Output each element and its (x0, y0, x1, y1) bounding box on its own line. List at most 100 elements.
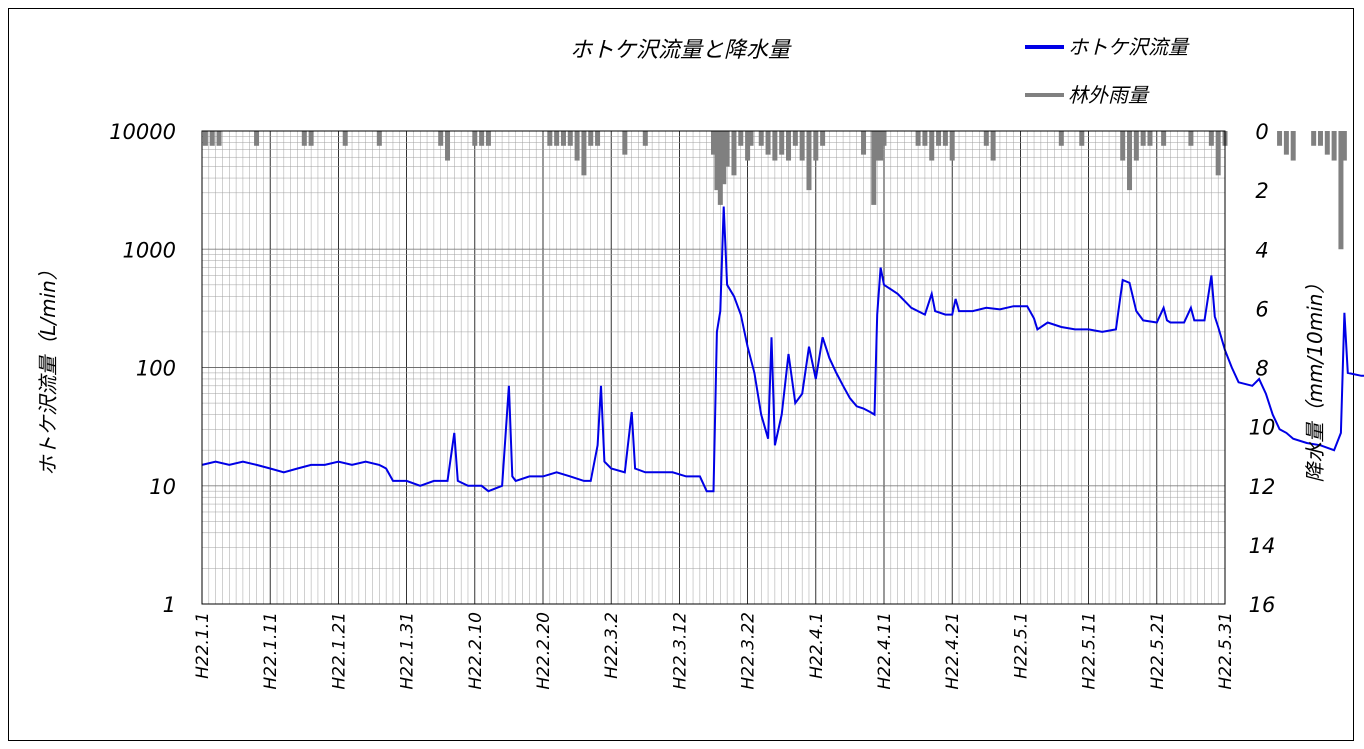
rain-bar (881, 131, 887, 146)
y-tick-label: 10 (149, 475, 176, 499)
x-tick-label: H22.1.11 (261, 612, 281, 690)
rain-bar (792, 131, 798, 146)
rain-bar (554, 131, 560, 146)
rain-bar (567, 131, 573, 146)
x-tick-label: H22.3.22 (739, 612, 759, 690)
x-tick-label: H22.4.11 (875, 612, 895, 690)
rain-bar (936, 131, 942, 146)
y2-tick-labels: 0 2 4 6 8 10 12 14 16 (1249, 120, 1276, 617)
y2-tick-label: 14 (1249, 534, 1276, 558)
rain-bar (1079, 131, 1085, 146)
x-tick-label: H22.2.10 (466, 612, 486, 690)
rain-bar (983, 131, 989, 146)
y-tick-label: 1000 (123, 238, 176, 262)
rain-bar (1188, 131, 1194, 146)
rain-bar (1290, 131, 1296, 161)
rain-bar (721, 131, 727, 185)
x-tick-label: H22.1.21 (329, 612, 349, 690)
rain-bar (1120, 131, 1126, 161)
rain-bar (1127, 131, 1133, 191)
y2-tick-label: 6 (1255, 297, 1268, 321)
rain-bar (588, 131, 594, 146)
rain-bar (813, 131, 819, 161)
y2-tick-label: 2 (1255, 179, 1268, 203)
rain-bar (1208, 131, 1214, 146)
y2-tick-label: 8 (1255, 357, 1268, 381)
y2-axis-label: 降水量（mm/10min） (1303, 274, 1327, 483)
x-tick-label: H22.5.31 (1216, 612, 1236, 690)
rain-bar (1215, 131, 1221, 176)
rain-bar (861, 131, 867, 155)
x-tick-label: H22.5.21 (1148, 612, 1168, 690)
y-tick-label: 100 (136, 357, 176, 381)
y2-tick-label: 12 (1249, 475, 1276, 499)
rain-bar (581, 131, 587, 176)
rain-bar (714, 131, 720, 191)
rain-bar (1140, 131, 1146, 146)
grid (202, 130, 1225, 605)
rain-bar (445, 131, 451, 161)
rain-bar (216, 131, 222, 146)
rain-bar (929, 131, 935, 161)
rain-bar (922, 131, 928, 146)
legend-flow-label: ホトケ沢流量 (1068, 35, 1190, 59)
flow-line (201, 206, 1364, 493)
x-tick-label: H22.4.21 (943, 612, 963, 690)
rain-bar (745, 131, 751, 161)
rain-bar (724, 131, 730, 167)
rain-bar (1161, 131, 1167, 146)
x-tick-labels: H22.1.1 H22.1.11 H22.1.21 H22.1.31 H22.2.10 H… (193, 612, 1236, 690)
rain-bar (479, 131, 485, 146)
rain-bar (748, 131, 754, 146)
rain-bar (376, 131, 382, 146)
rain-bar (1317, 131, 1323, 146)
y-axis-label: ホトケ沢流量（L/min） (36, 260, 60, 476)
rain-bar (1058, 131, 1064, 146)
rain-bar (485, 131, 491, 146)
rain-bar (990, 131, 996, 161)
rain-bar (758, 131, 764, 146)
rain-bar (595, 131, 601, 146)
rain-bar (772, 131, 778, 161)
rain-bar (642, 131, 648, 146)
rain-bar (871, 131, 877, 205)
rainfall-bars (202, 131, 1347, 250)
rain-bar (820, 131, 826, 146)
rain-bar (438, 131, 444, 146)
y-tick-label: 1 (163, 593, 176, 617)
rain-bar (874, 131, 880, 161)
x-tick-label: H22.2.20 (534, 612, 554, 690)
rain-bar (1277, 131, 1283, 146)
rain-bar (622, 131, 628, 155)
rain-bar (738, 131, 744, 146)
rain-bar (799, 131, 805, 161)
chart-title: ホトケ沢流量と降水量 (570, 38, 792, 63)
x-tick-label: H22.1.31 (398, 612, 418, 690)
rain-bar (942, 131, 948, 146)
rain-bar (472, 131, 478, 146)
plot-border (201, 130, 1226, 605)
rain-bar (1133, 131, 1139, 161)
rain-bar (806, 131, 812, 191)
x-tick-label: H22.1.1 (193, 612, 213, 679)
rain-bar (1331, 131, 1337, 161)
rain-bar (574, 131, 580, 161)
rain-bar (731, 131, 737, 176)
rain-bar (878, 131, 884, 161)
rain-bar (711, 131, 716, 155)
rain-bar (779, 131, 785, 155)
y-tick-label: 10000 (109, 120, 176, 144)
x-tick-label: H22.5.11 (1080, 612, 1100, 690)
x-tick-label: H22.5.1 (1011, 612, 1031, 679)
rain-bar (1324, 131, 1330, 155)
rain-bar (915, 131, 921, 146)
y2-tick-label: 10 (1249, 416, 1276, 440)
legend: ホトケ沢流量 林外雨量 (1025, 35, 1190, 107)
rain-bar (560, 131, 566, 146)
rain-bar (202, 131, 208, 146)
rain-bar (308, 131, 314, 146)
x-tick-label: H22.3.12 (670, 612, 690, 690)
y2-tick-label: 0 (1255, 120, 1268, 144)
rain-bar (1147, 131, 1153, 146)
